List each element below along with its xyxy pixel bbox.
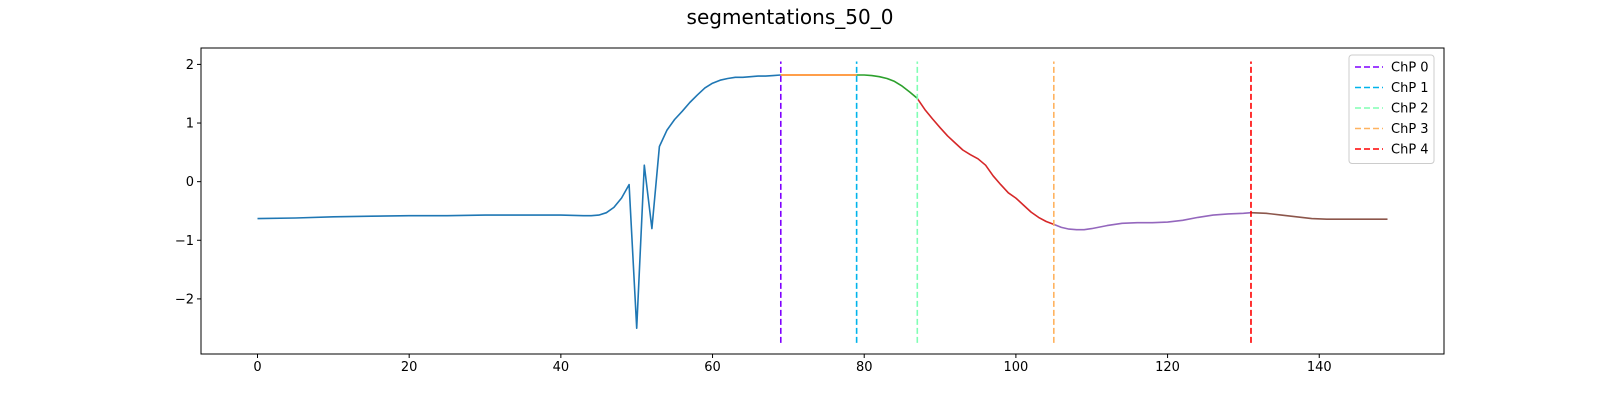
x-tick-label-6: 120 xyxy=(1155,360,1180,375)
chart-title: segmentations_50_0 xyxy=(687,5,894,29)
series-line-0 xyxy=(257,74,781,330)
legend-label-3: ChP 3 xyxy=(1391,122,1429,137)
x-tick-label-4: 80 xyxy=(856,360,873,375)
x-tick-label-2: 40 xyxy=(553,360,570,375)
plot-area xyxy=(201,48,1444,354)
y-tick-label-4: 2 xyxy=(186,58,194,73)
x-tick-label-3: 60 xyxy=(704,360,721,375)
series-line-2 xyxy=(856,74,918,100)
changepoint-lines xyxy=(779,61,1252,343)
x-tick-label-5: 100 xyxy=(1003,360,1028,375)
y-tick-label-2: 0 xyxy=(186,175,194,190)
plot-frame xyxy=(200,47,1445,355)
y-tick-label-0: −2 xyxy=(175,292,194,307)
x-axis: 0 20 40 60 80 100 120 140 xyxy=(253,354,1332,375)
x-tick-label-7: 140 xyxy=(1307,360,1332,375)
legend-label-4: ChP 4 xyxy=(1391,143,1429,158)
y-tick-label-1: −1 xyxy=(175,234,194,249)
x-tick-label-0: 0 xyxy=(253,360,261,375)
legend-label-0: ChP 0 xyxy=(1391,61,1429,76)
legend-box xyxy=(1348,54,1435,164)
y-axis: −2 −1 0 1 2 xyxy=(175,58,201,307)
x-tick-label-1: 20 xyxy=(401,360,418,375)
series-lines xyxy=(257,74,1388,330)
series-line-4 xyxy=(1053,211,1252,231)
legend-label-1: ChP 1 xyxy=(1391,81,1429,96)
series-line-5 xyxy=(1250,211,1388,220)
series-line-3 xyxy=(916,97,1055,226)
legend-label-2: ChP 2 xyxy=(1391,102,1429,117)
legend: ChP 0 ChP 1 ChP 2 ChP 3 ChP 4 xyxy=(1348,54,1435,164)
y-tick-label-3: 1 xyxy=(186,117,194,132)
